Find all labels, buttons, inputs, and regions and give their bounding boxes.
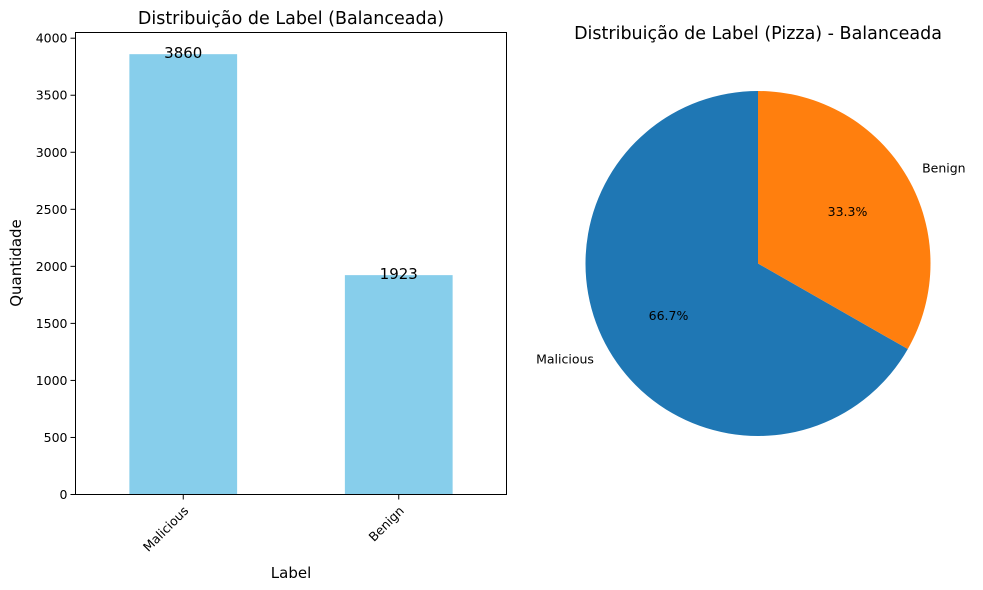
bar-benign [344, 275, 453, 495]
pie-labels: Malicious 66.7% Benign 33.3% [536, 161, 966, 367]
bar-y-tick-label: 0 [60, 487, 68, 502]
pie-slice-label: Malicious [536, 351, 594, 366]
pie-slice-malicious [585, 91, 908, 437]
bar-y-tick-label: 3000 [36, 145, 68, 160]
bar-data-label: 3860 [164, 44, 202, 62]
bar-data-labels: 3860 1923 [164, 44, 418, 283]
bar-y-tick-label: 2000 [36, 259, 68, 274]
bar-y-ticks: 0 500 1000 1500 2000 2500 3000 3500 4000 [36, 31, 76, 502]
bar-plot-frame [75, 32, 507, 495]
bar-series [129, 54, 453, 495]
bar-x-axis-label: Label [271, 564, 311, 582]
bar-y-axis-label: Quantidade [7, 219, 25, 307]
bar-y-tick-label: 2500 [36, 202, 68, 217]
bar-chart: Distribuição de Label (Balanceada) 0 500 1… [7, 9, 507, 582]
bar-y-tick-label: 4000 [36, 31, 68, 46]
pie-percent-label: 33.3% [828, 204, 868, 219]
pie-chart-title: Distribuição de Label (Pizza) - Balancea… [574, 24, 942, 44]
bar-data-label: 1923 [380, 265, 418, 283]
pie-percent-label: 66.7% [649, 308, 689, 323]
pie-slices [585, 91, 931, 437]
bar-y-tick-label: 500 [44, 430, 68, 445]
bar-y-tick-label: 1500 [36, 316, 68, 331]
bar-malicious [129, 54, 238, 495]
bar-y-tick-label: 3500 [36, 88, 68, 103]
pie-slice-benign [758, 91, 931, 349]
bar-y-tick-label: 1000 [36, 373, 68, 388]
bar-chart-title: Distribuição de Label (Balanceada) [138, 9, 444, 29]
pie-slice-label: Benign [922, 161, 966, 176]
pie-chart: Distribuição de Label (Pizza) - Balancea… [536, 24, 966, 437]
